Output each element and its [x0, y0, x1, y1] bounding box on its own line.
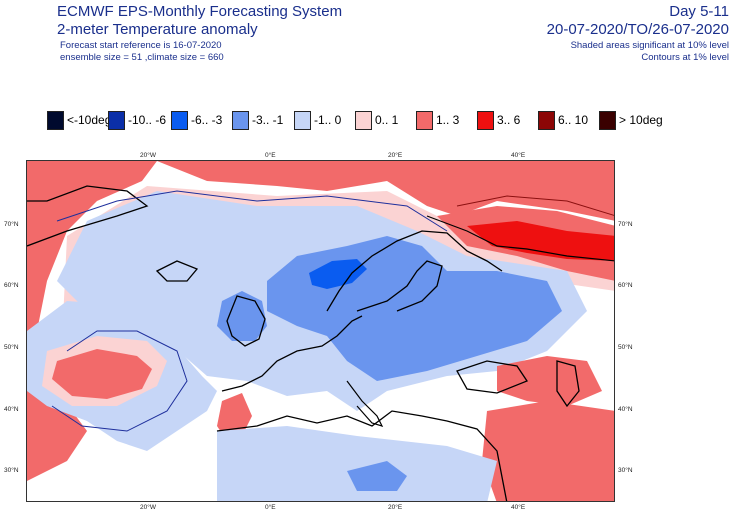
- forecast-start-reference: Forecast start reference is 16-07-2020: [60, 40, 222, 51]
- coastline-caspian: [556, 360, 580, 408]
- lat-tick-left: 60°N: [4, 282, 19, 289]
- chart-title: ECMWF EPS-Monthly Forecasting System: [57, 3, 343, 20]
- coastline-baltic: [356, 260, 443, 312]
- coastline-iceland: [155, 260, 199, 282]
- legend-item: 0.. 1: [355, 110, 398, 130]
- legend-item: -10.. -6: [108, 110, 166, 130]
- legend-swatch: [538, 110, 555, 130]
- legend-label: -10.. -6: [128, 113, 167, 127]
- coastline-mediterranean: [216, 410, 508, 501]
- anomaly-area-north-africa-cool: [217, 426, 497, 501]
- lat-tick-left: 40°N: [4, 406, 19, 413]
- legend-swatch: [108, 110, 125, 130]
- shaded-note: Shaded areas significant at 10% level: [570, 40, 729, 51]
- legend-label: <-10deg: [67, 113, 112, 127]
- lon-tick-top: 20°E: [388, 152, 403, 159]
- chart-subtitle: 2-meter Temperature anomaly: [57, 21, 258, 38]
- legend-label: -6.. -3: [191, 113, 223, 127]
- anomaly-area-atlantic-warm-inner: [52, 349, 152, 399]
- legend-label: 0.. 1: [375, 113, 399, 127]
- lon-tick-top: 40°E: [511, 152, 526, 159]
- day-range: Day 5-11: [669, 3, 729, 20]
- lat-tick-right: 60°N: [618, 282, 633, 289]
- date-range: 20-07-2020/TO/26-07-2020: [546, 21, 729, 38]
- anomaly-area-southeast-warm: [482, 401, 614, 501]
- lat-tick-left: 30°N: [4, 467, 19, 474]
- anomaly-area-africa-blue: [347, 461, 407, 491]
- coastline-svalbard-arctic: [426, 215, 614, 262]
- legend-label: 6.. 10: [558, 113, 589, 127]
- legend-label: 1.. 3: [436, 113, 460, 127]
- lon-tick-bottom: 40°E: [511, 504, 526, 511]
- significance-contour: [51, 330, 188, 432]
- anomaly-area-arctic-hot: [467, 221, 614, 261]
- legend-item: 3.. 6: [477, 110, 520, 130]
- lon-tick-bottom: 20°E: [388, 504, 403, 511]
- legend-swatch: [294, 110, 311, 130]
- lat-tick-right: 70°N: [618, 221, 633, 228]
- coastline-europe: [221, 315, 363, 392]
- legend-swatch: [477, 110, 494, 130]
- lat-tick-right: 30°N: [618, 467, 633, 474]
- legend-item: <-10deg: [47, 110, 111, 130]
- coastline-uk: [226, 295, 266, 347]
- legend-item: -3.. -1: [232, 110, 283, 130]
- legend-item: 6.. 10: [538, 110, 588, 130]
- significance-contour: [456, 195, 614, 216]
- legend-label: 3.. 6: [497, 113, 521, 127]
- ensemble-size: ensemble size = 51 ,climate size = 660: [60, 52, 224, 63]
- significance-contour: [56, 190, 448, 232]
- legend-swatch: [355, 110, 372, 130]
- coastline-norway: [326, 230, 503, 312]
- lat-tick-right: 40°N: [618, 406, 633, 413]
- map-canvas: [27, 161, 614, 501]
- legend-label: > 10deg: [619, 113, 663, 127]
- anomaly-area-iberia-warm: [217, 393, 252, 441]
- legend-item: -6.. -3: [171, 110, 222, 130]
- legend-swatch: [47, 110, 64, 130]
- legend-item: > 10deg: [599, 110, 663, 130]
- anomaly-area-scandinavia: [309, 259, 367, 289]
- legend-label: -1.. 0: [314, 113, 342, 127]
- coastline-greenland: [27, 185, 149, 247]
- lon-tick-top: 0°E: [265, 152, 276, 159]
- anomaly-area-north-warm: [157, 161, 614, 221]
- legend-item: 1.. 3: [416, 110, 459, 130]
- lon-tick-bottom: 20°W: [140, 504, 156, 511]
- lat-tick-left: 70°N: [4, 221, 19, 228]
- lon-tick-bottom: 0°E: [265, 504, 276, 511]
- coastline-italy: [346, 380, 384, 427]
- legend-swatch: [599, 110, 616, 130]
- legend-item: -1.. 0: [294, 110, 341, 130]
- legend-label: -3.. -1: [252, 113, 284, 127]
- lat-tick-left: 50°N: [4, 344, 19, 351]
- contours-note: Contours at 1% level: [641, 52, 729, 63]
- coastline-black-sea: [456, 360, 528, 394]
- anomaly-map: [26, 160, 615, 502]
- legend-swatch: [171, 110, 188, 130]
- legend-swatch: [416, 110, 433, 130]
- lon-tick-top: 20°W: [140, 152, 156, 159]
- lat-tick-right: 50°N: [618, 344, 633, 351]
- legend-swatch: [232, 110, 249, 130]
